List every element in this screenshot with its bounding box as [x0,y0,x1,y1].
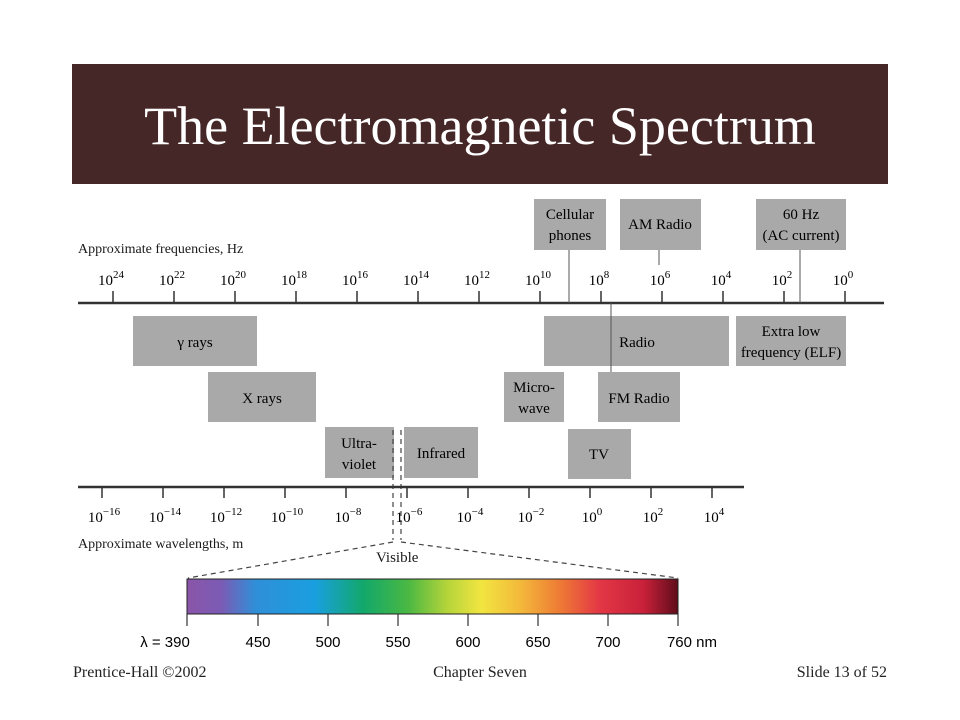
freq-tick-label: 108 [589,269,610,289]
svg-text:γ rays: γ rays [176,335,213,351]
svg-text:frequency (ELF): frequency (ELF) [741,345,841,361]
freq-tick-label: 106 [650,269,671,289]
freq-tick-label: 1022 [159,269,185,289]
freq-tick-label: 100 [833,269,854,289]
wave-tick-label: 10−10 [271,506,304,526]
wave-tick-label: 100 [582,506,603,526]
slide-title: The Electromagnetic Spectrum [144,96,816,156]
svg-text:X rays: X rays [242,391,282,407]
elf-box: Extra low frequency (ELF) [736,316,846,366]
wave-tick-label: 102 [643,506,664,526]
svg-text:Extra low: Extra low [762,324,821,340]
visible-tick-label: λ = 390 [140,634,190,651]
freq-tick-label: 104 [711,269,732,289]
wave-tick-label: 10−2 [518,506,545,526]
footer-publisher: Prentice-Hall ©2002 [73,664,207,681]
wave-tick-label: 10−8 [335,506,362,526]
visible-label: Visible [376,550,419,566]
freq-tick-label: 1020 [220,269,247,289]
wave-tick-label: 10−14 [149,506,182,526]
svg-text:phones: phones [549,228,592,244]
gamma-rays-box: γ rays [133,316,257,366]
visible-tick-label: 500 [315,634,340,651]
freq-tick-label: 102 [772,269,793,289]
title-bar: The Electromagnetic Spectrum [72,64,888,184]
visible-tick-label: 650 [525,634,550,651]
cellular-phones-box: Cellular phones [534,199,606,250]
visible-tick-label: 450 [245,634,270,651]
wave-tick-label: 10−4 [457,506,484,526]
visible-tick-label: 700 [595,634,620,651]
svg-text:Cellular: Cellular [546,207,594,223]
visible-expand-right [400,541,679,579]
svg-text:TV: TV [589,447,609,463]
fm-radio-box: FM Radio [598,372,680,422]
visible-tick-group: λ = 390 450 500 550 600 650 700 760 nm [140,614,717,651]
hz60-box: 60 Hz (AC current) [756,199,846,250]
freq-tick-label: 1010 [525,269,552,289]
ultraviolet-box: Ultra- violet [325,427,394,478]
wave-tick-label: 10−6 [396,506,423,526]
svg-text:60 Hz: 60 Hz [783,207,820,223]
visible-tick-label: 550 [385,634,410,651]
x-rays-box: X rays [208,372,316,422]
svg-text:Radio: Radio [619,335,655,351]
wave-tick-label: 10−12 [210,506,242,526]
infrared-box: Infrared [404,427,478,478]
am-radio-box: AM Radio [620,199,701,250]
visible-spectrum-bar [186,578,679,615]
radio-box: Radio [544,316,729,366]
svg-text:Ultra-: Ultra- [341,436,377,452]
svg-text:(AC current): (AC current) [762,228,839,244]
freq-tick-label: 1014 [403,269,430,289]
footer-chapter: Chapter Seven [433,664,527,681]
footer-slide-number: Slide 13 of 52 [796,664,887,681]
svg-text:FM Radio: FM Radio [608,391,669,407]
freq-tick-group: 1024 1022 1020 1018 1016 1014 1012 1010 108 106 10… [98,269,854,303]
freq-axis-label: Approximate frequencies, Hz [78,242,243,257]
freq-tick-label: 1018 [281,269,308,289]
wave-tick-label: 104 [704,506,725,526]
wave-tick-label: 10−16 [88,506,121,526]
visible-expand-left [187,541,394,579]
visible-tick-label: 600 [455,634,480,651]
wave-axis-label: Approximate wavelengths, m [78,537,243,552]
freq-tick-label: 1024 [98,269,125,289]
svg-text:violet: violet [342,457,377,473]
svg-text:AM Radio: AM Radio [628,217,692,233]
microwave-box: Micro- wave [504,372,564,422]
svg-text:Micro-: Micro- [513,380,555,396]
tv-box: TV [568,429,631,479]
freq-tick-label: 1016 [342,269,369,289]
freq-tick-label: 1012 [464,269,490,289]
svg-text:Infrared: Infrared [417,446,466,462]
visible-tick-label: 760 nm [667,634,717,651]
wave-tick-group: 10−16 10−14 10−12 10−10 10−8 10−6 10−4 10−2 100 1… [88,487,725,526]
svg-text:wave: wave [518,401,550,417]
